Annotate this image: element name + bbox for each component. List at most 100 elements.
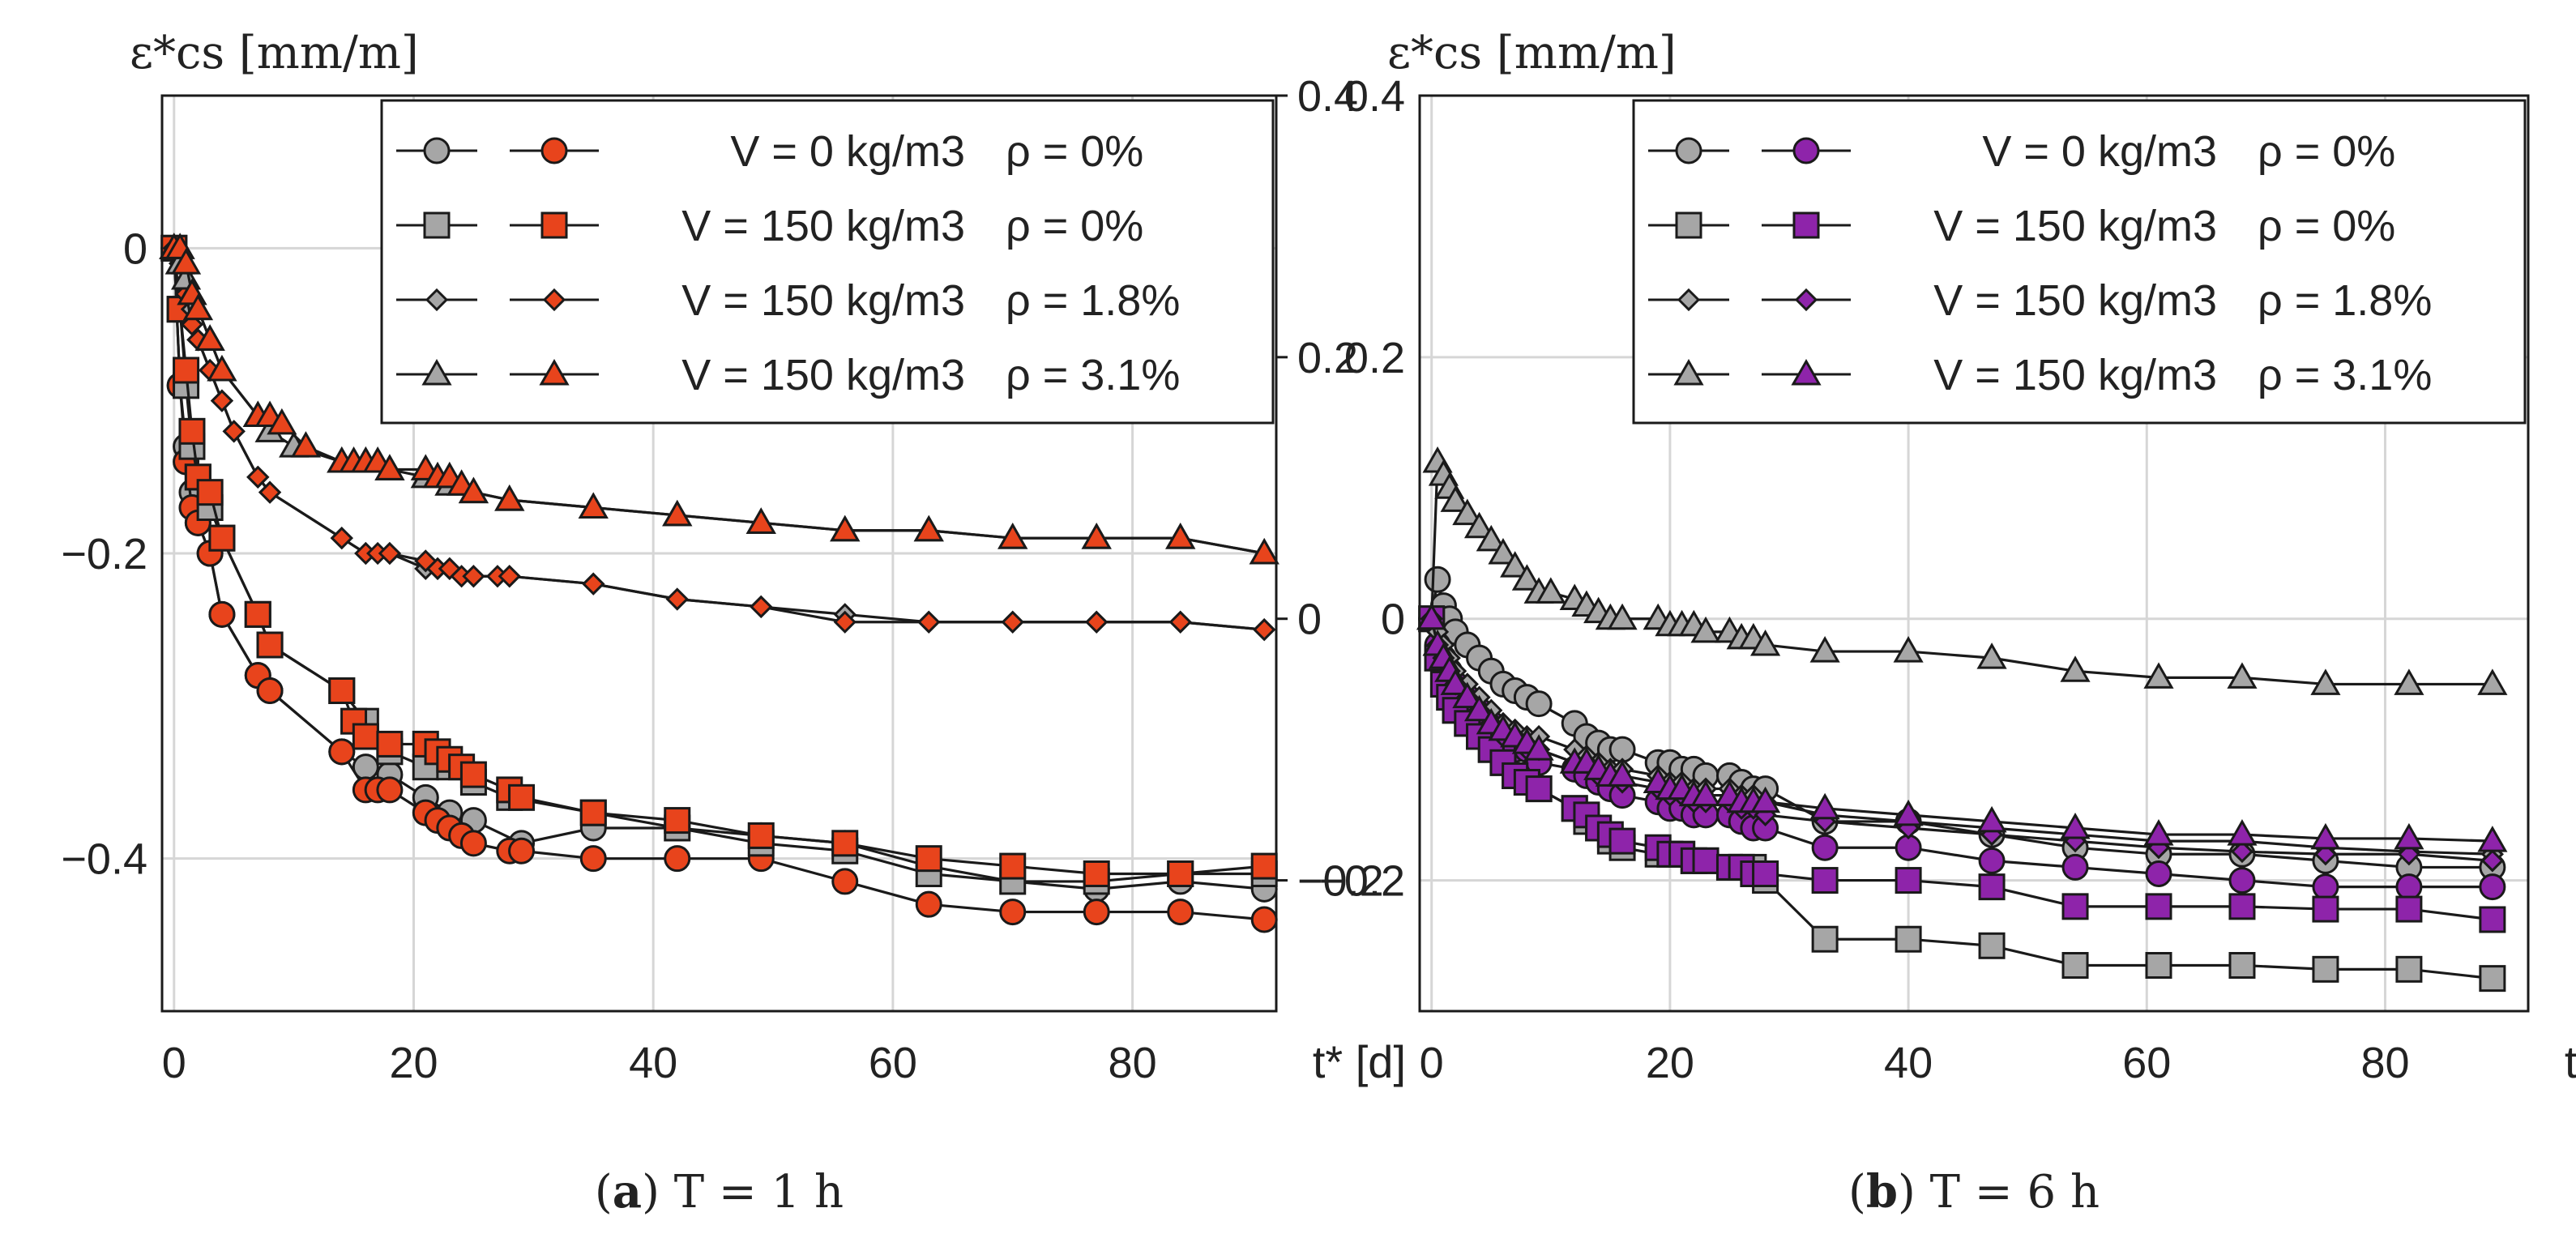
data-point: [2394, 668, 2424, 695]
data-point: [2145, 893, 2172, 920]
data-point: [2228, 952, 2256, 979]
x-tick-label: 20: [389, 1039, 438, 1087]
data-point: [747, 822, 775, 849]
data-point: [1440, 668, 1471, 695]
data-point: [1511, 564, 1542, 591]
data-point: [1488, 537, 1519, 565]
data-point: [1608, 827, 1636, 855]
data-point: [1752, 860, 1779, 887]
data-point: [459, 761, 487, 788]
data-point: [173, 356, 200, 384]
data-point: [210, 389, 234, 412]
data-point: [1167, 860, 1194, 887]
data-point: [182, 293, 213, 321]
data-point: [1690, 779, 1721, 807]
data-point: [1811, 867, 1839, 894]
series-line: [1430, 618, 2493, 980]
data-point: [2060, 812, 2091, 839]
data-point: [830, 514, 861, 542]
caption-letter: b: [1866, 1165, 1898, 1219]
legend: V = 0 kg/m3 ρ = 0% V = 150 kg/m3 ρ = 0% V = …: [380, 99, 1275, 425]
data-point: [2061, 893, 2089, 920]
data-point: [1081, 523, 1112, 549]
x-tick-label: 20: [1646, 1039, 1694, 1087]
data-point: [1749, 786, 1781, 813]
data-point: [1167, 899, 1194, 926]
data-point: [2477, 668, 2508, 695]
legend-rho-text: ρ = 3.1%: [2258, 351, 2432, 399]
caption-open: (: [1848, 1166, 1866, 1219]
data-point: [459, 830, 487, 857]
caption-close: ) T = 6 h: [1898, 1166, 2100, 1219]
data-point: [2479, 965, 2506, 993]
data-point: [1525, 690, 1553, 718]
data-point: [1165, 523, 1196, 549]
data-point: [498, 565, 521, 588]
data-point: [2228, 867, 2256, 894]
data-point: [2143, 662, 2174, 689]
data-point: [2312, 873, 2339, 901]
legend-marker-accent: [540, 137, 568, 164]
data-point: [246, 465, 270, 489]
plot-frame: [160, 94, 1278, 1013]
legend-rho-text: ρ = 0%: [1006, 202, 1143, 250]
data-point: [662, 499, 693, 527]
x-tick-label: 80: [1109, 1039, 1157, 1087]
data-point: [1424, 566, 1451, 593]
data-point: [1525, 775, 1553, 803]
data-point: [2395, 955, 2423, 983]
data-point: [664, 807, 691, 835]
data-point: [1249, 537, 1279, 565]
data-point: [2394, 822, 2424, 850]
x-tick-label: 60: [869, 1039, 917, 1087]
plot-frame: [1418, 94, 2530, 1013]
data-point: [2479, 906, 2506, 933]
panel-b-chart: 0 20 40 60 80 0.4 0.2 0 −0.2 t* [d] ε*cs [mm/m] V =…: [1318, 27, 2576, 1219]
data-point: [508, 837, 536, 864]
legend-rho-text: ρ = 0%: [2258, 202, 2395, 250]
caption-close: ) T = 1 h: [642, 1166, 844, 1219]
x-axis-label: t* [d]: [1313, 1036, 1406, 1087]
data-point: [1893, 799, 1924, 826]
series-1: [160, 234, 1278, 933]
data-point: [290, 431, 322, 458]
series-7: [159, 233, 1279, 565]
legend-rho-text: ρ = 3.1%: [1006, 351, 1180, 399]
data-point: [915, 890, 942, 918]
data-point: [378, 541, 402, 566]
data-point: [833, 610, 857, 634]
data-point: [1463, 511, 1495, 539]
legend-marker-gray: [1677, 288, 1701, 312]
data-point: [208, 600, 236, 628]
data-point: [1476, 524, 1506, 552]
data-point: [2395, 873, 2423, 901]
data-point: [665, 587, 689, 611]
series-7: [1416, 603, 2508, 852]
y-tick-label: 0: [123, 224, 147, 273]
data-point: [2227, 819, 2258, 846]
data-point: [258, 480, 282, 504]
data-point: [244, 600, 271, 628]
data-point: [1607, 760, 1638, 787]
legend-marker-gray: [1673, 358, 1704, 386]
x-axis-label: t* [d]: [2565, 1036, 2576, 1087]
y-axis-label: ε*cs [mm/m]: [1387, 27, 1677, 79]
data-point: [2395, 895, 2423, 923]
data-point: [1500, 551, 1531, 578]
data-point: [1895, 867, 1922, 894]
legend-marker-accent: [1794, 288, 1818, 312]
data-point: [1168, 610, 1192, 634]
data-point: [2227, 662, 2258, 689]
data-point: [2312, 955, 2339, 983]
data-point: [1811, 834, 1839, 861]
y-tick-label: −0.2: [1318, 857, 1405, 906]
legend-v-text: V = 150 kg/m3: [1933, 351, 2217, 399]
legend-marker-accent: [1792, 211, 1820, 239]
y-tick-label: −0.4: [61, 835, 147, 884]
panel-a-chart: 0 20 40 60 80 0 −0.2 −0.4 t* [d] ε*cs [mm/m] V = 0…: [61, 27, 1406, 1219]
data-point: [1463, 694, 1495, 722]
data-point: [2312, 895, 2339, 923]
data-point: [1250, 852, 1278, 880]
data-point: [376, 776, 404, 804]
